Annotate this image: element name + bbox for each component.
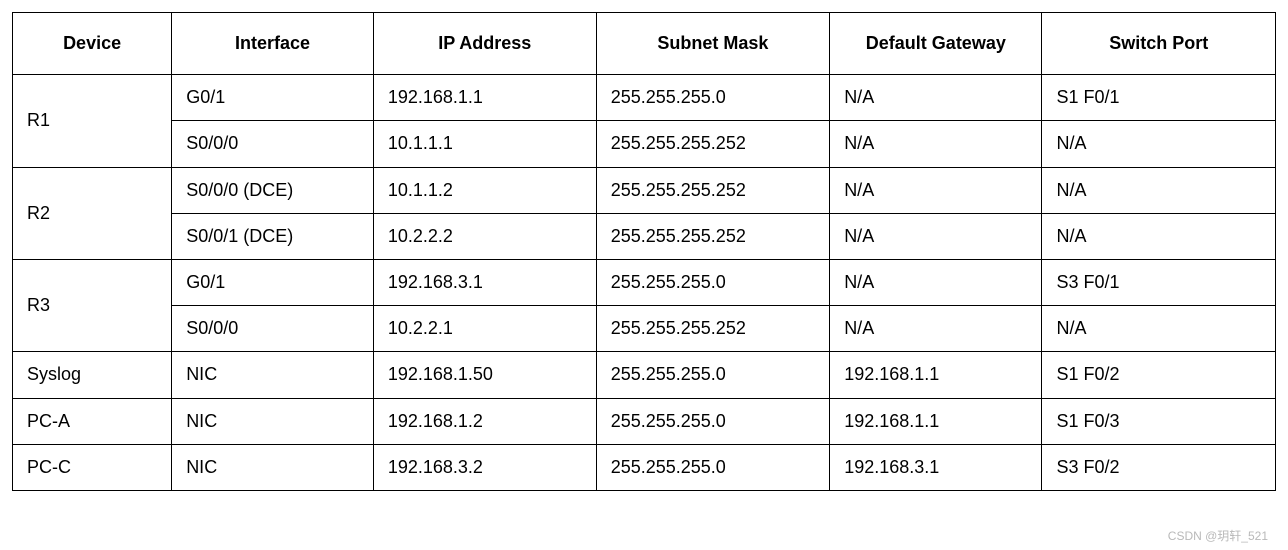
addressing-table: Device Interface IP Address Subnet Mask … [12, 12, 1276, 491]
cell-switch: S1 F0/1 [1042, 75, 1276, 121]
table-row: Syslog NIC 192.168.1.50 255.255.255.0 19… [13, 352, 1276, 398]
col-gateway: Default Gateway [830, 13, 1042, 75]
cell-interface: NIC [172, 352, 374, 398]
cell-ip: 10.2.2.2 [373, 213, 596, 259]
cell-device: R2 [13, 167, 172, 259]
cell-mask: 255.255.255.0 [596, 444, 829, 490]
cell-switch: N/A [1042, 306, 1276, 352]
cell-ip: 192.168.1.50 [373, 352, 596, 398]
cell-device: PC-A [13, 398, 172, 444]
cell-ip: 192.168.1.1 [373, 75, 596, 121]
cell-gateway: N/A [830, 259, 1042, 305]
cell-interface: S0/0/0 (DCE) [172, 167, 374, 213]
cell-ip: 10.1.1.1 [373, 121, 596, 167]
col-device: Device [13, 13, 172, 75]
table-row: S0/0/1 (DCE) 10.2.2.2 255.255.255.252 N/… [13, 213, 1276, 259]
cell-gateway: N/A [830, 75, 1042, 121]
cell-mask: 255.255.255.252 [596, 306, 829, 352]
cell-switch: S1 F0/2 [1042, 352, 1276, 398]
cell-ip: 192.168.3.1 [373, 259, 596, 305]
cell-ip: 192.168.1.2 [373, 398, 596, 444]
col-switch: Switch Port [1042, 13, 1276, 75]
cell-gateway: N/A [830, 306, 1042, 352]
cell-mask: 255.255.255.0 [596, 398, 829, 444]
cell-interface: G0/1 [172, 75, 374, 121]
cell-mask: 255.255.255.0 [596, 352, 829, 398]
cell-ip: 10.1.1.2 [373, 167, 596, 213]
cell-interface: S0/0/0 [172, 306, 374, 352]
cell-device: Syslog [13, 352, 172, 398]
table-row: PC-A NIC 192.168.1.2 255.255.255.0 192.1… [13, 398, 1276, 444]
col-ip: IP Address [373, 13, 596, 75]
cell-interface: S0/0/0 [172, 121, 374, 167]
table-row: R3 G0/1 192.168.3.1 255.255.255.0 N/A S3… [13, 259, 1276, 305]
cell-interface: G0/1 [172, 259, 374, 305]
cell-ip: 192.168.3.2 [373, 444, 596, 490]
cell-mask: 255.255.255.252 [596, 121, 829, 167]
cell-gateway: N/A [830, 121, 1042, 167]
cell-mask: 255.255.255.0 [596, 75, 829, 121]
cell-interface: NIC [172, 444, 374, 490]
cell-switch: N/A [1042, 167, 1276, 213]
cell-mask: 255.255.255.252 [596, 213, 829, 259]
cell-interface: NIC [172, 398, 374, 444]
table-row: S0/0/0 10.2.2.1 255.255.255.252 N/A N/A [13, 306, 1276, 352]
cell-ip: 10.2.2.1 [373, 306, 596, 352]
header-row: Device Interface IP Address Subnet Mask … [13, 13, 1276, 75]
table-row: R2 S0/0/0 (DCE) 10.1.1.2 255.255.255.252… [13, 167, 1276, 213]
cell-switch: S1 F0/3 [1042, 398, 1276, 444]
cell-switch: S3 F0/1 [1042, 259, 1276, 305]
cell-gateway: N/A [830, 213, 1042, 259]
cell-gateway: 192.168.1.1 [830, 398, 1042, 444]
cell-device: PC-C [13, 444, 172, 490]
cell-interface: S0/0/1 (DCE) [172, 213, 374, 259]
table-row: R1 G0/1 192.168.1.1 255.255.255.0 N/A S1… [13, 75, 1276, 121]
col-interface: Interface [172, 13, 374, 75]
cell-mask: 255.255.255.0 [596, 259, 829, 305]
cell-gateway: 192.168.3.1 [830, 444, 1042, 490]
cell-gateway: 192.168.1.1 [830, 352, 1042, 398]
cell-gateway: N/A [830, 167, 1042, 213]
cell-switch: N/A [1042, 121, 1276, 167]
cell-switch: N/A [1042, 213, 1276, 259]
table-row: S0/0/0 10.1.1.1 255.255.255.252 N/A N/A [13, 121, 1276, 167]
watermark-text: CSDN @玥轩_521 [1168, 527, 1268, 544]
cell-mask: 255.255.255.252 [596, 167, 829, 213]
col-mask: Subnet Mask [596, 13, 829, 75]
table-row: PC-C NIC 192.168.3.2 255.255.255.0 192.1… [13, 444, 1276, 490]
cell-switch: S3 F0/2 [1042, 444, 1276, 490]
cell-device: R3 [13, 259, 172, 351]
cell-device: R1 [13, 75, 172, 167]
